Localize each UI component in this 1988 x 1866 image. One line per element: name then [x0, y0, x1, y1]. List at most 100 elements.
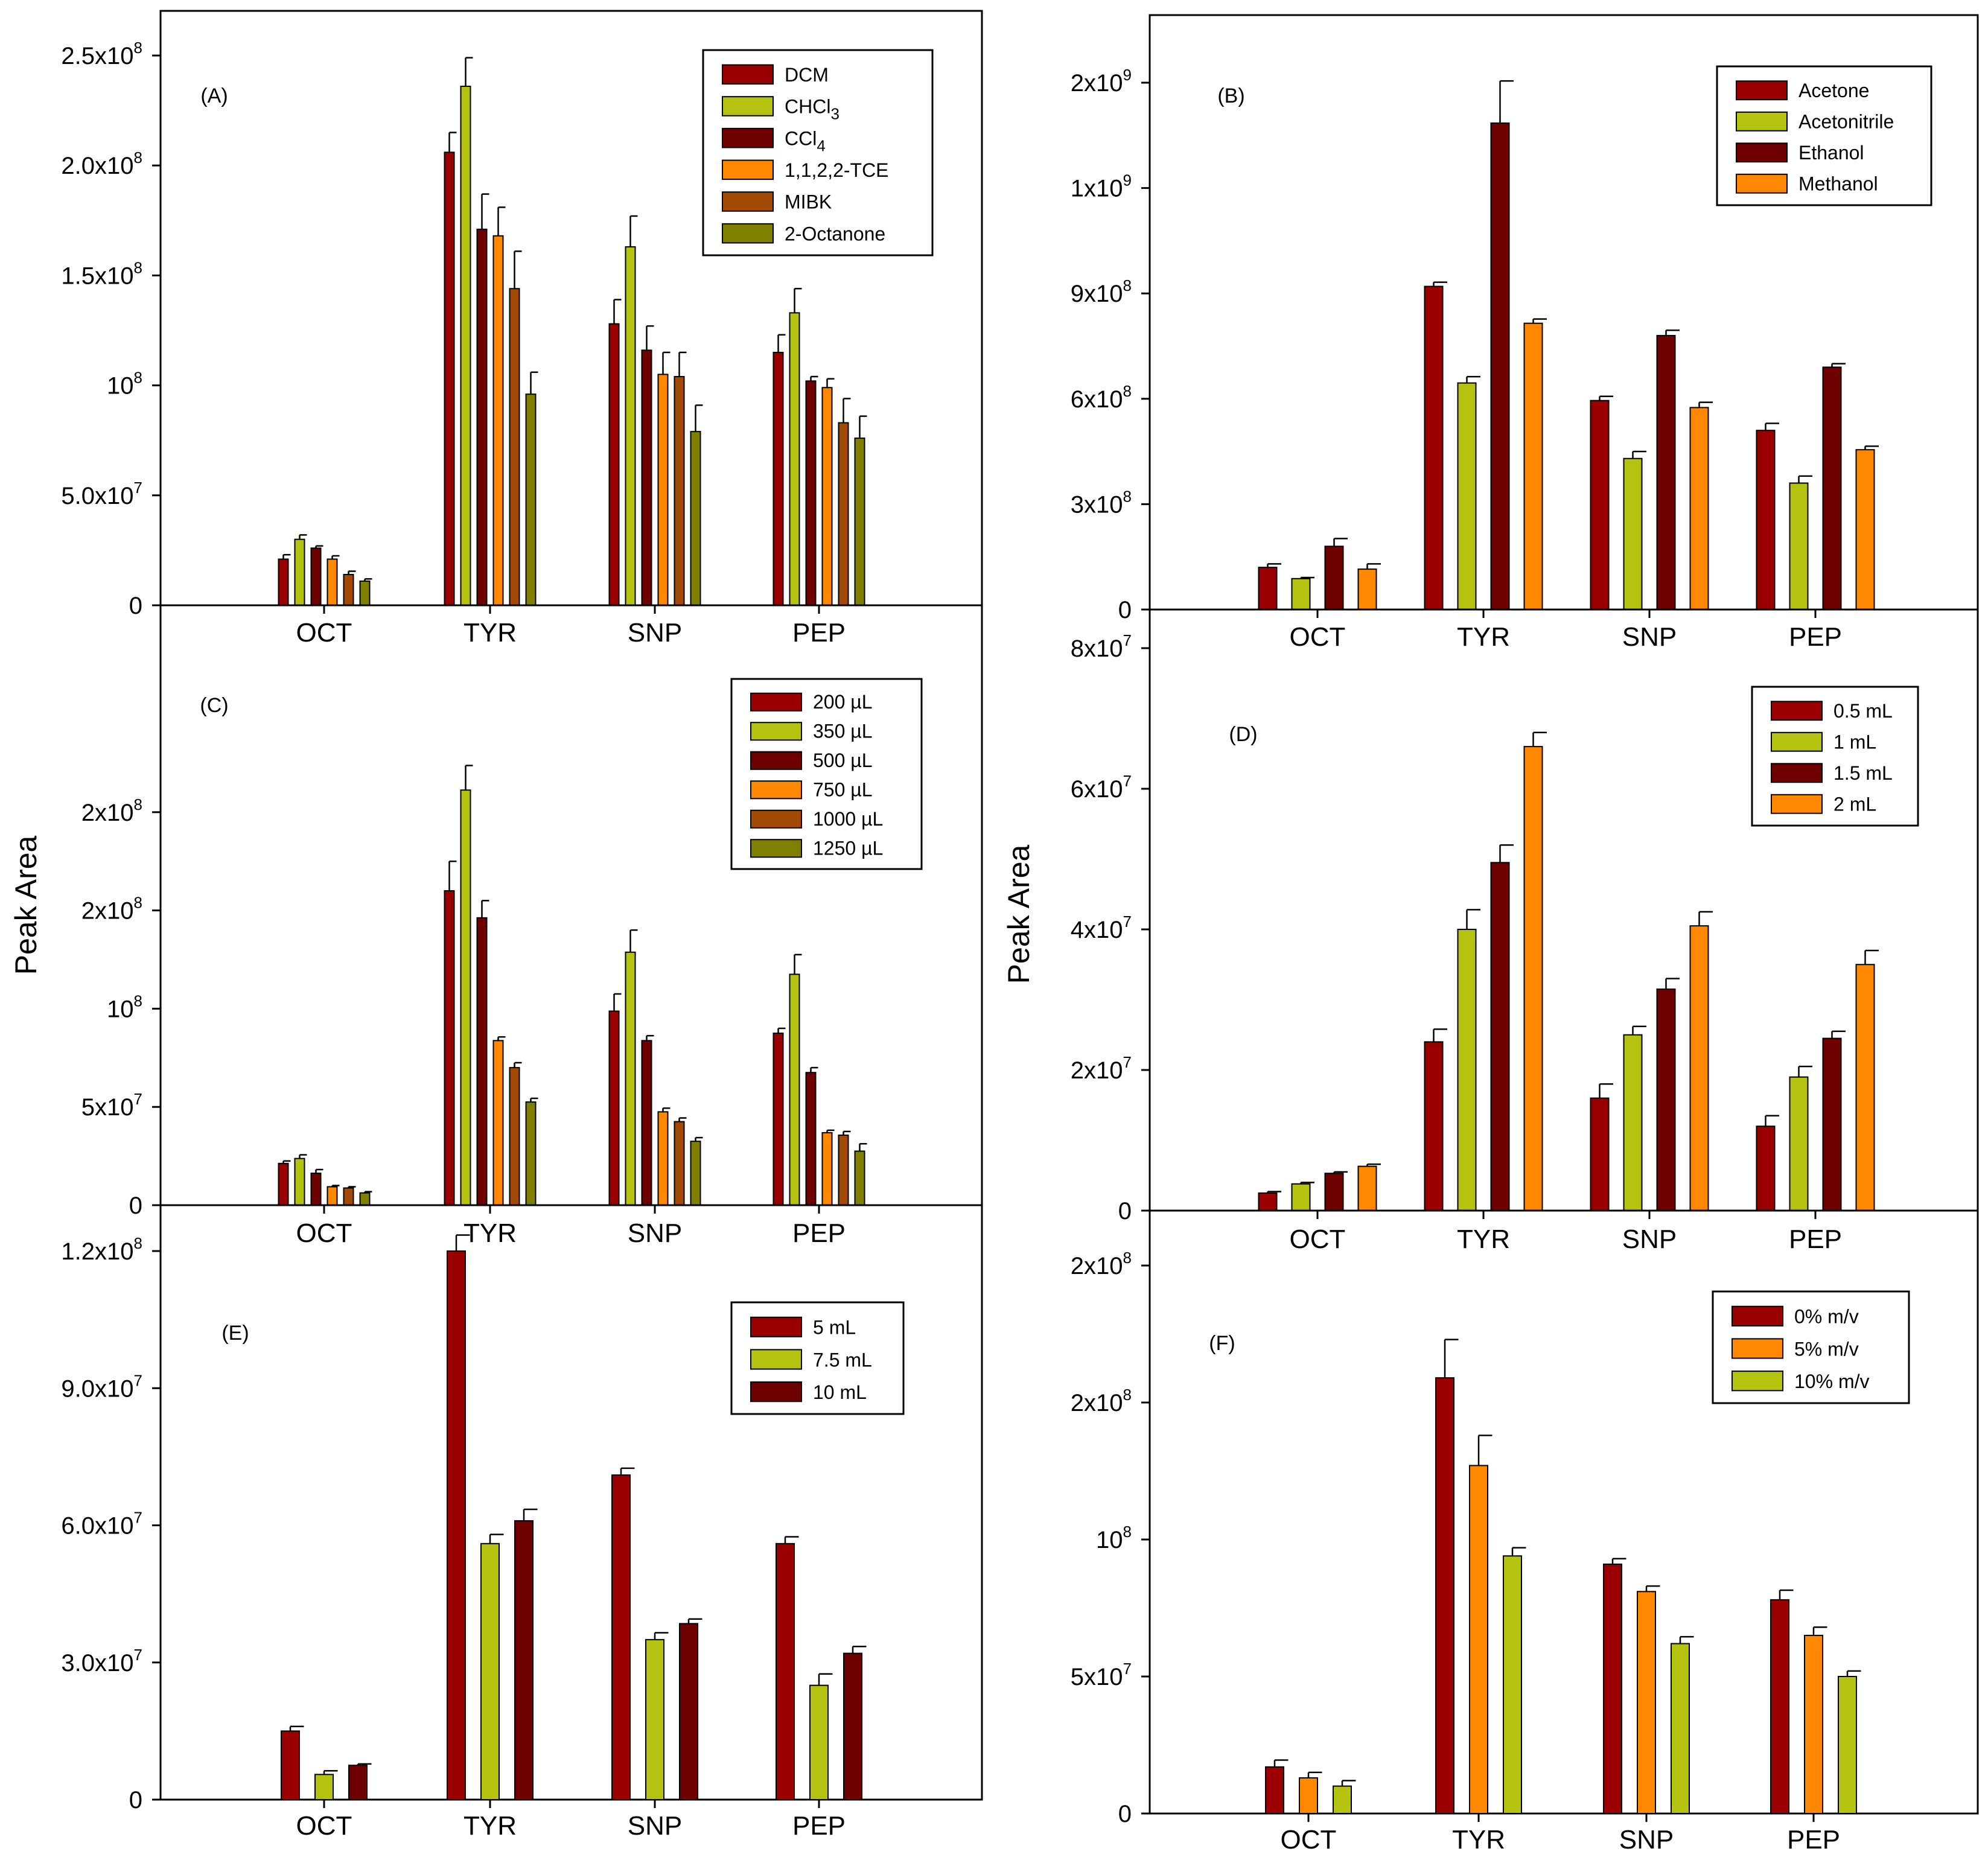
category-label-snp: SNP	[1622, 1224, 1677, 1254]
plot-frame	[159, 1204, 983, 1801]
bar	[1838, 1676, 1857, 1814]
bar	[1424, 1041, 1444, 1212]
bar	[359, 1192, 371, 1206]
bar	[294, 1157, 305, 1206]
legend-swatch	[1771, 731, 1823, 752]
legend-entry: 0.5 mL	[1833, 700, 1893, 722]
bar	[625, 951, 636, 1206]
legend-entry: 200 µL	[813, 691, 873, 713]
bar	[294, 538, 305, 606]
bar	[679, 1623, 698, 1801]
category-label-tyr: TYR	[464, 1811, 517, 1841]
y-tick-label: 1.2x108	[61, 1234, 142, 1265]
legend-entry: DCM	[785, 64, 829, 86]
y-tick-label: 8x107	[1071, 631, 1132, 662]
legend-swatch	[750, 1316, 802, 1337]
bar	[476, 917, 488, 1206]
bar	[1490, 122, 1510, 610]
bar	[343, 1187, 354, 1206]
legend-entry: 0% m/v	[1794, 1306, 1859, 1328]
category-label-snp: SNP	[1619, 1825, 1674, 1855]
legend-entry: Acetonitrile	[1798, 111, 1894, 133]
legend-entry: 1,1,2,2-TCE	[785, 159, 889, 181]
bar	[690, 431, 701, 607]
category-label-oct: OCT	[296, 1811, 352, 1841]
y-tick-label: 2.5x108	[61, 39, 142, 69]
bar	[492, 235, 504, 607]
bar	[838, 1135, 849, 1206]
bar	[1435, 1377, 1454, 1814]
bar	[776, 1543, 795, 1801]
y-tick-label: 1.5x108	[61, 258, 142, 289]
bar	[1789, 1076, 1809, 1212]
bar	[854, 438, 865, 607]
y-tick-label: 0	[1118, 1198, 1132, 1224]
bar	[509, 1067, 520, 1206]
bar	[641, 349, 652, 607]
legend-entry: 5% m/v	[1794, 1338, 1859, 1360]
bar	[278, 558, 289, 607]
legend-entry: 10 mL	[813, 1381, 867, 1403]
category-label-oct: OCT	[1290, 1224, 1346, 1254]
bar	[690, 1141, 701, 1206]
bar	[1490, 862, 1510, 1211]
y-tick-label: 3.0x107	[61, 1646, 142, 1677]
bar	[281, 1730, 300, 1800]
category-label-oct: OCT	[1281, 1825, 1337, 1855]
bar	[525, 393, 537, 607]
legend-entry: 1 mL	[1833, 731, 1876, 753]
legend-swatch	[1736, 111, 1788, 132]
panel-label: (B)	[1217, 84, 1244, 107]
legend-entry: 1250 µL	[813, 837, 883, 859]
bar	[674, 376, 685, 606]
bar	[310, 547, 322, 606]
bar	[641, 1040, 652, 1206]
category-label-snp: SNP	[628, 1811, 682, 1841]
category-label-pep: PEP	[792, 618, 846, 648]
bar	[608, 1010, 620, 1206]
y-axis-label-right: Peak Area	[1002, 844, 1036, 984]
bar	[509, 288, 520, 607]
bar	[1756, 1126, 1776, 1211]
legend-entry: 2-Octanone	[785, 223, 885, 244]
bar	[327, 558, 338, 607]
category-label-oct: OCT	[296, 618, 352, 648]
bar	[773, 351, 784, 606]
category-label-snp: SNP	[1622, 622, 1677, 652]
category-label-snp: SNP	[628, 618, 682, 648]
bar	[789, 973, 800, 1206]
bar	[343, 573, 354, 607]
legend-entry: 350 µL	[813, 720, 873, 742]
legend-swatch	[750, 692, 802, 712]
y-tick-label: 5x107	[1071, 1660, 1132, 1690]
bar	[348, 1765, 368, 1800]
bar	[476, 228, 488, 607]
bar	[843, 1652, 862, 1801]
y-tick-label: 0	[129, 1787, 142, 1813]
bar	[1689, 925, 1709, 1212]
category-label-pep: PEP	[1787, 1825, 1840, 1855]
bar	[1855, 964, 1875, 1211]
bar	[1357, 568, 1377, 611]
category-label-pep: PEP	[1789, 622, 1842, 652]
chart-panel-2: 0 3x108 6x108 9x108 1x109 2x109 OCT TYR SNP PEP (B…	[1071, 14, 1979, 652]
bar	[1822, 366, 1842, 610]
bar	[444, 151, 455, 606]
bar	[492, 1040, 504, 1206]
legend-swatch	[722, 64, 774, 85]
legend-swatch	[1732, 1305, 1783, 1326]
bar	[314, 1774, 334, 1800]
bar	[657, 374, 669, 606]
legend-entry: 2 mL	[1833, 794, 1876, 815]
plot-frame	[1149, 1209, 1979, 1815]
y-tick-label: 2x109	[1071, 66, 1132, 97]
legend-swatch	[722, 191, 774, 212]
legend-swatch	[750, 751, 802, 770]
legend-swatch	[750, 839, 802, 858]
bar	[1265, 1766, 1284, 1815]
bar	[1523, 322, 1543, 610]
y-tick-label: 2x108	[81, 894, 142, 925]
y-tick-label: 5.0x107	[61, 479, 142, 509]
legend-swatch	[722, 223, 774, 244]
